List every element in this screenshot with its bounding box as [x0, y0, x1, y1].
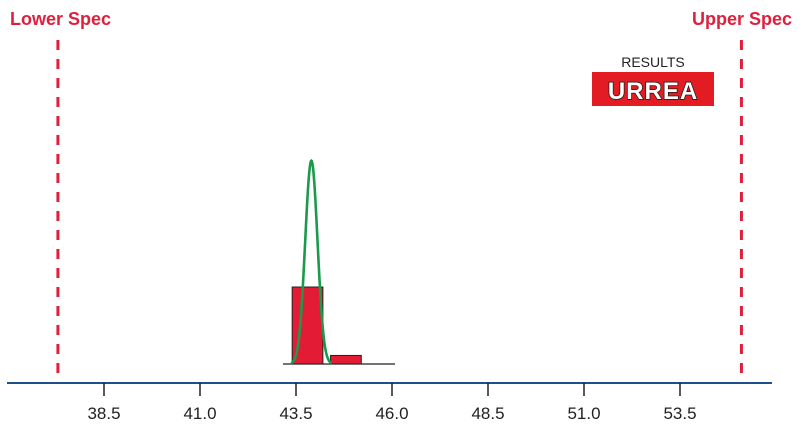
- histogram-bar-1: [330, 354, 362, 365]
- logo-wordmark: URREA: [608, 78, 698, 105]
- spec-limits-layer: Lower Spec Upper Spec: [10, 9, 792, 382]
- x-tick-label: 51.0: [567, 404, 600, 423]
- x-tick-label: 41.0: [183, 404, 216, 423]
- x-tick-label: 43.5: [279, 404, 312, 423]
- x-tick-label: 38.5: [87, 404, 120, 423]
- x-tick-label: 46.0: [375, 404, 408, 423]
- histogram-bars-layer: [283, 286, 395, 365]
- normal-distribution-curve: [290, 158, 333, 365]
- normal-curve-layer: [290, 158, 333, 365]
- logo-layer: RESULTS URREA: [592, 54, 714, 106]
- x-axis-layer: 38.5 41.0 43.5 46.0 48.5 51.0 53.5: [7, 382, 772, 423]
- results-caption: RESULTS: [621, 54, 685, 70]
- x-tick-label: 53.5: [663, 404, 696, 423]
- lower-spec-label: Lower Spec: [10, 9, 111, 29]
- upper-spec-label: Upper Spec: [692, 9, 792, 29]
- x-tick-label: 48.5: [471, 404, 504, 423]
- logo-background: [592, 72, 714, 106]
